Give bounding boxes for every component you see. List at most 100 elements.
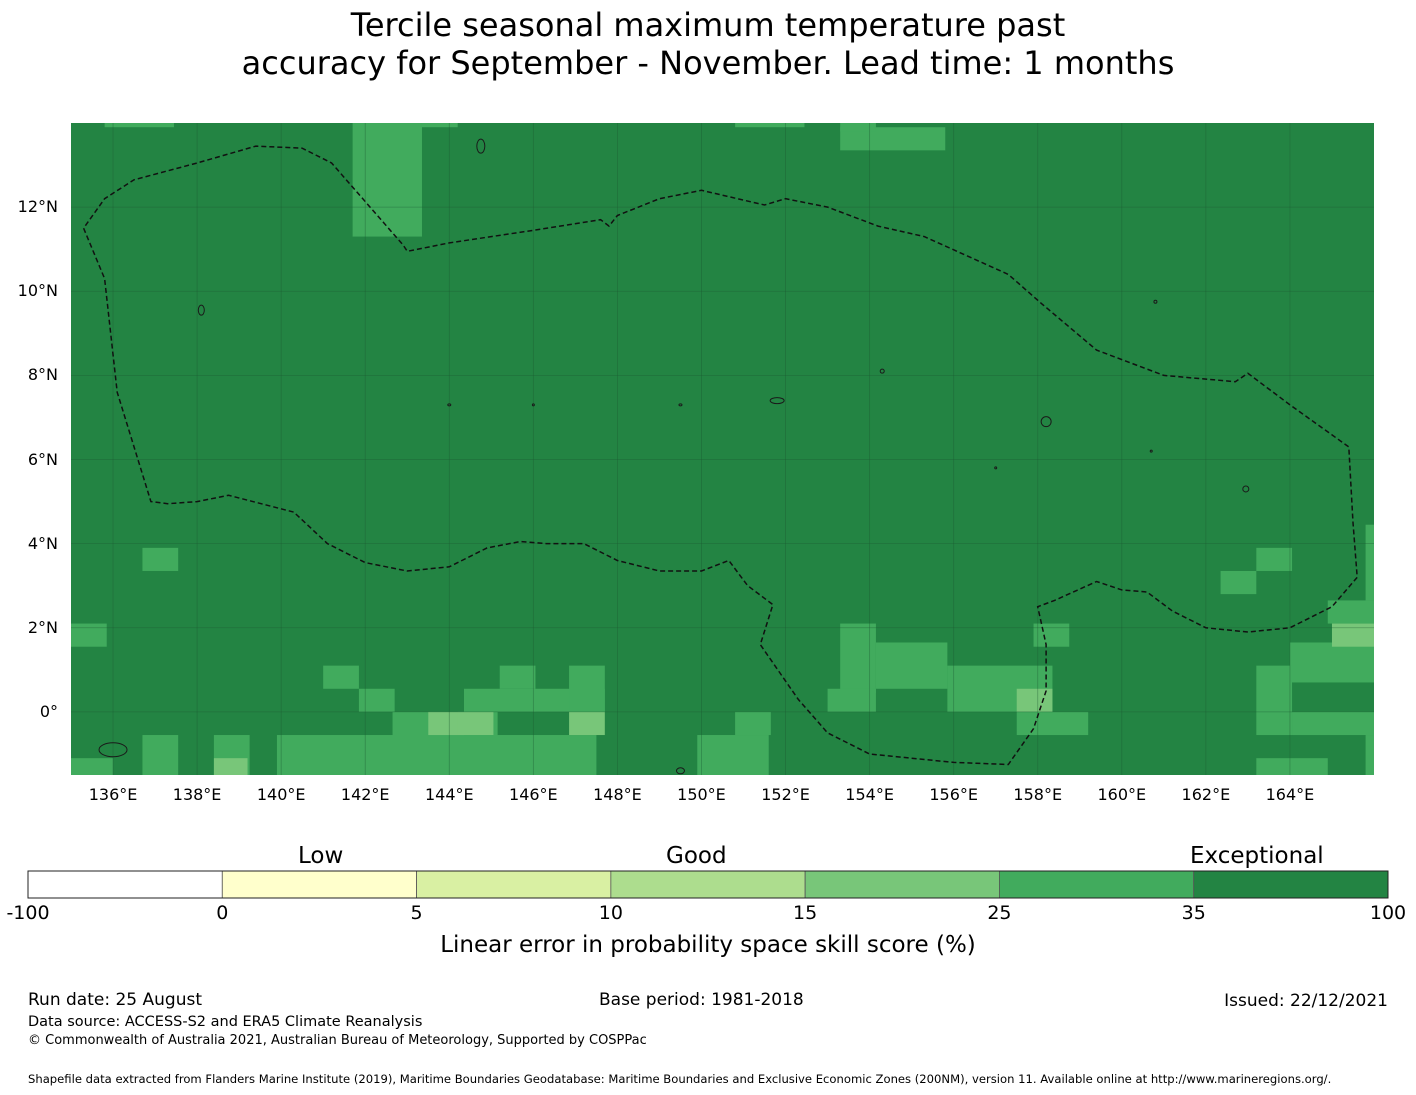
skill-grid-cell: [421, 123, 458, 128]
y-tick-label: 10°N: [17, 281, 58, 301]
x-tick-label: 156°E: [929, 785, 978, 804]
island-outline: [98, 742, 128, 758]
skill-grid-cell: [1256, 547, 1293, 571]
skill-grid-cell: [569, 711, 605, 736]
island-outline: [994, 466, 998, 470]
skill-grid-cell: [735, 711, 771, 736]
colorbar-category-low: Low: [298, 843, 344, 869]
shapefile-credit: Shapefile data extracted from Flanders M…: [28, 1072, 1332, 1086]
base-period: Base period: 1981-2018: [599, 990, 804, 1010]
x-tick-label: 150°E: [677, 785, 726, 804]
skill-grid-cell: [1289, 642, 1374, 683]
title-line-1: Tercile seasonal maximum temperature pas…: [350, 6, 1066, 44]
skill-grid-cell: [276, 735, 597, 775]
skill-grid-cell: [323, 665, 359, 689]
colorbar-tick-label: 35: [1181, 902, 1206, 924]
skill-grid-cell: [1016, 688, 1053, 712]
x-tick-label: 158°E: [1013, 785, 1063, 804]
skill-grid-cell: [142, 547, 179, 571]
island-outline: [1040, 416, 1052, 428]
skill-grid-cell: [71, 758, 114, 775]
skill-grid-cell: [697, 735, 769, 775]
skill-grid-cell: [1220, 570, 1257, 595]
skill-grid-cell: [358, 688, 395, 712]
colorbar-category-exceptional: Exceptional: [1190, 843, 1324, 869]
copyright-notice: © Commonwealth of Australia 2021, Austra…: [28, 1033, 647, 1048]
island-outline: [447, 403, 452, 407]
skill-grid-cell: [840, 127, 946, 151]
y-tick-label: 0°: [39, 701, 58, 721]
colorbar-tick-label: 10: [598, 902, 623, 924]
colorbar-category-good: Good: [666, 843, 727, 869]
data-source: Data source: ACCESS-S2 and ERA5 Climate …: [28, 1014, 423, 1030]
skill-grid-cell: [71, 623, 107, 647]
skill-grid-cell: [735, 123, 805, 128]
y-tick-label: 8°N: [27, 365, 58, 385]
skill-grid-cell: [1331, 623, 1374, 647]
island-outline: [531, 403, 535, 407]
skill-grid-cell: [1016, 711, 1089, 736]
skill-grid-cell: [352, 123, 422, 237]
island-outline: [1153, 299, 1158, 304]
x-tick-label: 160°E: [1097, 785, 1147, 804]
skill-grid-cell: [875, 642, 948, 689]
title-line-2: accuracy for September - November. Lead …: [241, 44, 1175, 82]
island-outline: [476, 138, 486, 154]
x-tick-label: 152°E: [761, 785, 810, 804]
island-outline: [879, 368, 885, 374]
skill-grid-cell: [569, 665, 605, 712]
skill-grid-cell: [1365, 735, 1374, 775]
skill-grid-cell: [840, 123, 876, 132]
map-background: [71, 123, 1374, 775]
colorbar-tick-label: -100: [6, 902, 50, 924]
island-outline: [678, 403, 683, 407]
x-tick-label: 164°E: [1265, 785, 1315, 804]
x-tick-label: 162°E: [1181, 785, 1231, 804]
colorbar-frame: [27, 870, 1389, 899]
colorbar-segment: [416, 870, 612, 899]
x-tick-label: 140°E: [256, 785, 306, 804]
skill-grid-cell: [464, 688, 536, 712]
island-outline: [675, 767, 685, 775]
skill-grid-cell: [1256, 665, 1293, 736]
island-outline: [1149, 449, 1153, 453]
y-tick-label: 6°N: [27, 449, 58, 469]
skill-grid-cell: [213, 758, 248, 775]
eez-boundary-line: [82, 145, 1358, 766]
colorbar-tick-label: 5: [410, 902, 423, 924]
skill-grid-cell: [1033, 623, 1070, 647]
run-date: Run date: 25 August: [28, 990, 202, 1010]
colorbar-tick-label: 25: [987, 902, 1012, 924]
y-tick-label: 2°N: [27, 617, 58, 637]
colorbar-segment: [610, 870, 806, 899]
chart-title: Tercile seasonal maximum temperature pas…: [0, 6, 1416, 82]
x-tick-label: 148°E: [593, 785, 642, 804]
y-tick-label: 4°N: [27, 533, 58, 553]
skill-grid-cell: [1256, 758, 1328, 775]
colorbar-segment: [804, 870, 1000, 899]
colorbar-segment: [999, 870, 1195, 899]
colorbar-segment: [27, 870, 223, 899]
island-outline: [1242, 485, 1250, 493]
colorbar-tick-label: 0: [216, 902, 229, 924]
issued-date: Issued: 22/12/2021: [1224, 991, 1388, 1011]
skill-grid-cell: [1365, 524, 1374, 601]
skill-grid-cell: [1327, 600, 1374, 624]
x-tick-label: 146°E: [509, 785, 558, 804]
colorbar-tick-label: 100: [1369, 902, 1407, 924]
colorbar-tick-label: 15: [793, 902, 818, 924]
skill-grid-cell: [827, 688, 876, 712]
colorbar-segment: [1193, 870, 1389, 899]
skill-grid-cell: [104, 123, 174, 128]
skill-grid-cell: [1292, 711, 1374, 736]
colorbar-label: Linear error in probability space skill …: [440, 932, 976, 958]
island-outline: [197, 304, 205, 316]
colorbar-segment: [221, 870, 417, 899]
skill-grid-cell: [840, 623, 876, 693]
island-outline: [769, 397, 785, 405]
skill-grid-cell: [457, 711, 494, 736]
x-tick-label: 142°E: [340, 785, 390, 804]
y-tick-label: 12°N: [17, 197, 58, 217]
x-tick-label: 138°E: [172, 785, 222, 804]
